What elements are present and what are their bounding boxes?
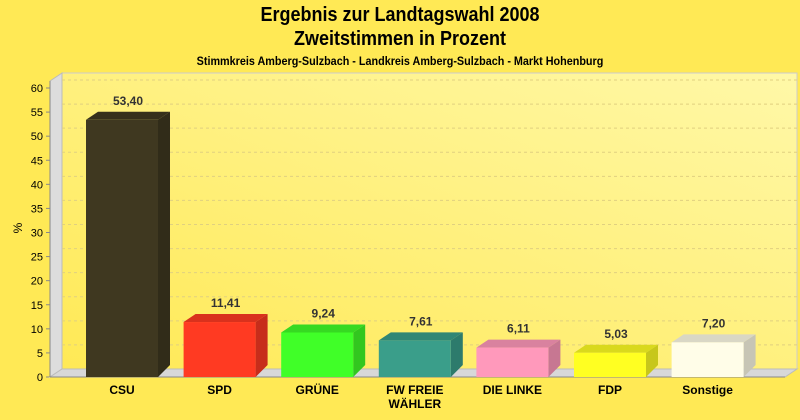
- x-tick-label: WÄHLER: [388, 396, 441, 411]
- y-tick-label: 50: [31, 131, 43, 143]
- y-axis-label: %: [11, 222, 25, 233]
- bar-side: [353, 324, 366, 377]
- plot-back-wall: [61, 72, 798, 370]
- bar-DIE LINKE: [476, 347, 549, 377]
- data-label: 6,11: [507, 322, 530, 336]
- y-tick-label: 60: [31, 83, 43, 95]
- bar-FDP: [574, 352, 646, 377]
- y-tick-label: 0: [37, 372, 43, 384]
- y-tick-label: 20: [31, 276, 43, 288]
- bar-SPD: [183, 322, 256, 377]
- y-tick-label: 30: [31, 228, 43, 240]
- chart-title: Ergebnis zur Landtagswahl 2008: [260, 4, 540, 26]
- y-tick-label: 45: [31, 155, 43, 167]
- bar-top: [574, 344, 658, 353]
- x-tick-label: Sonstige: [682, 383, 733, 397]
- y-tick-label: 10: [31, 324, 43, 336]
- bar-top: [476, 339, 561, 348]
- bar-top: [86, 111, 170, 120]
- x-tick-label: GRÜNE: [296, 382, 339, 397]
- bar-top: [183, 314, 268, 323]
- data-label: 7,20: [702, 316, 726, 330]
- chart-subtitle: Stimmkreis Amberg-Sulzbach - Landkreis A…: [196, 54, 604, 68]
- y-tick-label: 40: [31, 179, 43, 191]
- plot-side-wall: [49, 72, 63, 378]
- bar-top: [378, 332, 463, 341]
- data-label: 9,24: [312, 306, 336, 320]
- data-label: 5,03: [604, 327, 628, 341]
- bar-FW FREIE WÄHLER: [378, 340, 451, 377]
- y-tick-label: 5: [37, 348, 43, 360]
- bar-Sonstige: [671, 342, 744, 377]
- chart-title-line2: Zweitstimmen in Prozent: [293, 28, 507, 50]
- bar-GRÜNE: [281, 332, 354, 377]
- data-label: 53,40: [113, 94, 143, 108]
- bar-side: [255, 314, 268, 377]
- y-tick-label: 55: [31, 107, 43, 119]
- x-tick-label: FW FREIE: [386, 383, 443, 397]
- data-label: 11,41: [211, 296, 241, 310]
- x-tick-label: FDP: [598, 383, 622, 397]
- x-tick-label: CSU: [109, 383, 134, 397]
- y-tick-label: 35: [31, 203, 43, 215]
- bar-top: [671, 334, 756, 343]
- bar-CSU: [86, 119, 158, 377]
- x-tick-label: DIE LINKE: [483, 383, 542, 397]
- data-label: 7,61: [409, 314, 433, 328]
- bar-side: [158, 111, 170, 377]
- bar-side: [450, 332, 463, 377]
- bar-side: [646, 344, 658, 377]
- x-tick-label: SPD: [207, 383, 232, 397]
- y-tick-label: 15: [31, 300, 43, 312]
- bar-side: [743, 334, 756, 377]
- bar-top: [281, 324, 366, 333]
- bar-side: [548, 339, 561, 377]
- y-tick-label: 25: [31, 252, 43, 264]
